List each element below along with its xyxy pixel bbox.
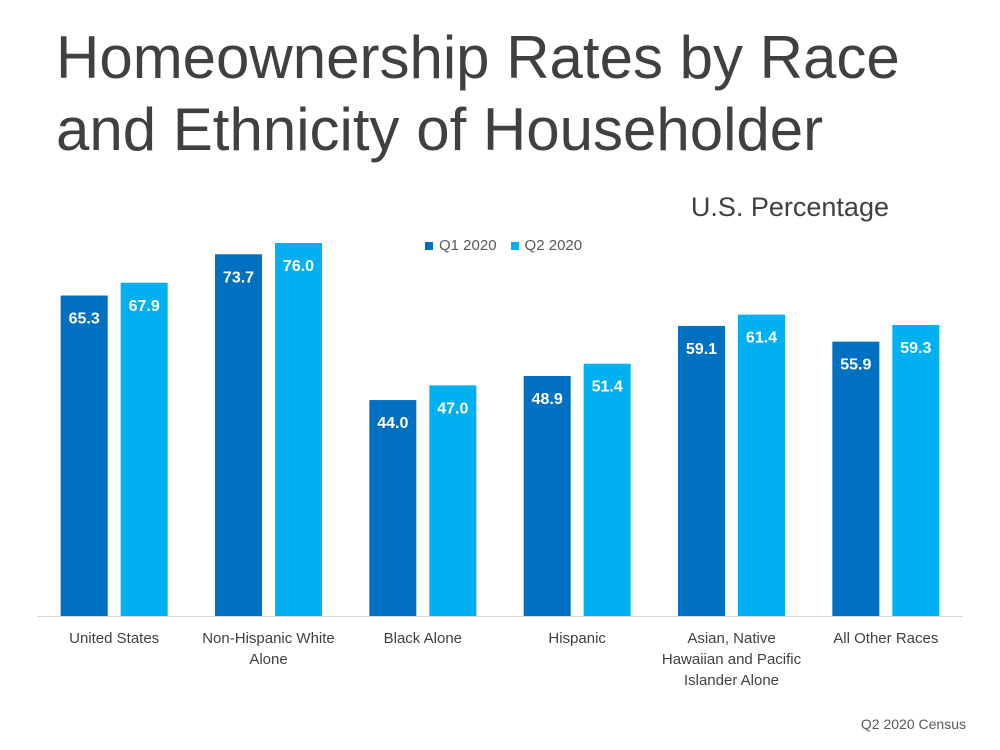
bar-q2-4 xyxy=(738,314,785,616)
data-label-q2-3: 51.4 xyxy=(592,379,623,396)
legend-swatch-q1 xyxy=(425,241,433,250)
bar-q1-2 xyxy=(369,400,417,616)
bar-q1-5 xyxy=(832,341,880,616)
data-label-q2-4: 61.4 xyxy=(746,330,777,347)
data-label-q1-5: 55.9 xyxy=(840,357,871,374)
category-label-0: United States xyxy=(69,630,159,647)
bar-q1-4 xyxy=(678,325,725,616)
category-label-1: Non-Hispanic White Alone xyxy=(202,630,335,668)
bar-q2-2 xyxy=(429,385,477,616)
data-label-q2-0: 67.9 xyxy=(129,298,160,315)
data-label-q2-1: 76.0 xyxy=(283,258,314,275)
bar-q2-3 xyxy=(583,363,631,616)
bar-q1-0 xyxy=(60,295,108,616)
data-label-q1-3: 48.9 xyxy=(532,391,563,408)
legend-label-q2: Q2 2020 xyxy=(524,237,583,254)
legend-item-q1: Q1 2020 xyxy=(425,237,497,254)
data-label-q1-1: 73.7 xyxy=(223,269,254,286)
bar-q2-5 xyxy=(892,324,940,616)
category-label-2: Black Alone xyxy=(384,630,462,647)
legend-swatch-q2 xyxy=(510,241,519,250)
source-note: Q2 2020 Census xyxy=(860,716,966,732)
bar-q1-3 xyxy=(523,376,571,616)
legend-label-q1: Q1 2020 xyxy=(439,237,497,254)
chart-title: Homeownership Rates by Race and Ethnicit… xyxy=(56,24,900,163)
data-label-q1-0: 65.3 xyxy=(69,311,100,328)
data-label-q1-4: 59.1 xyxy=(686,341,717,358)
data-label-q2-5: 59.3 xyxy=(900,340,931,357)
data-label-q2-2: 47.0 xyxy=(437,400,468,417)
category-label-3: Hispanic xyxy=(548,630,606,647)
legend: Q1 2020 Q2 2020 xyxy=(425,237,596,254)
category-label-5: All Other Races xyxy=(833,630,938,647)
bar-q2-1 xyxy=(275,243,322,616)
category-label-4: Asian, Native Hawaiian and Pacific Islande… xyxy=(662,630,802,689)
bar-q1-1 xyxy=(215,254,262,617)
chart-subtitle: U.S. Percentage xyxy=(690,192,889,222)
legend-item-q2: Q2 2020 xyxy=(510,237,583,254)
bar-q2-0 xyxy=(120,282,168,616)
data-label-q1-2: 44.0 xyxy=(377,415,408,432)
